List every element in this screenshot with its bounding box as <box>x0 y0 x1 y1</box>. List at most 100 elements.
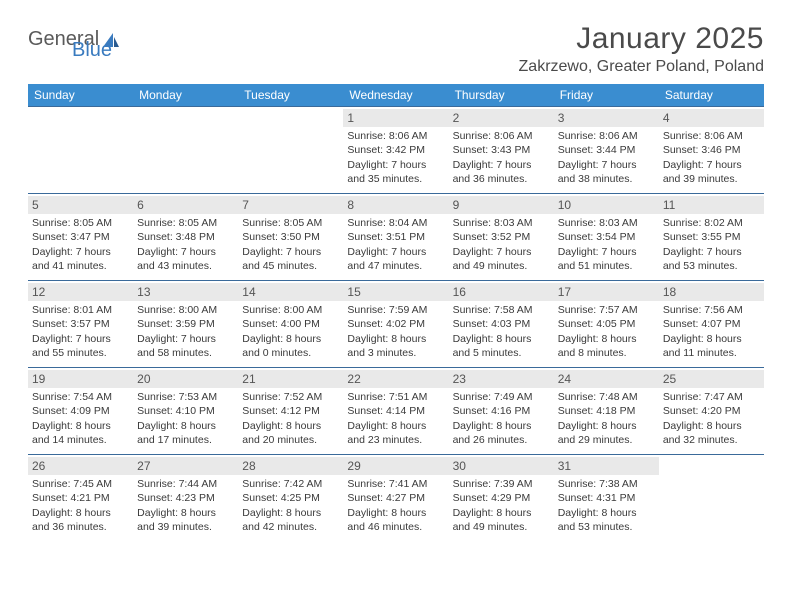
day-day2: and 49 minutes. <box>453 520 550 534</box>
day-sunrise: Sunrise: 8:04 AM <box>347 216 444 230</box>
day-number: 14 <box>238 283 343 301</box>
month-title: January 2025 <box>519 22 764 56</box>
week-row: 12Sunrise: 8:01 AMSunset: 3:57 PMDayligh… <box>28 280 764 367</box>
day-day2: and 43 minutes. <box>137 259 234 273</box>
day-cell: 4Sunrise: 8:06 AMSunset: 3:46 PMDaylight… <box>659 107 764 193</box>
day-sunrise: Sunrise: 7:59 AM <box>347 303 444 317</box>
day-day1: Daylight: 8 hours <box>32 419 129 433</box>
day-sunrise: Sunrise: 7:53 AM <box>137 390 234 404</box>
day-day1: Daylight: 8 hours <box>242 419 339 433</box>
day-sunrise: Sunrise: 7:47 AM <box>663 390 760 404</box>
day-cell: 12Sunrise: 8:01 AMSunset: 3:57 PMDayligh… <box>28 281 133 367</box>
day-day1: Daylight: 7 hours <box>137 332 234 346</box>
day-sunset: Sunset: 4:23 PM <box>137 491 234 505</box>
day-cell: 30Sunrise: 7:39 AMSunset: 4:29 PMDayligh… <box>449 455 554 541</box>
day-day1: Daylight: 8 hours <box>347 506 444 520</box>
day-number: 23 <box>449 370 554 388</box>
day-day1: Daylight: 7 hours <box>558 245 655 259</box>
day-day1: Daylight: 8 hours <box>347 419 444 433</box>
day-number: 5 <box>28 196 133 214</box>
day-cell <box>238 107 343 193</box>
day-day2: and 17 minutes. <box>137 433 234 447</box>
day-cell: 26Sunrise: 7:45 AMSunset: 4:21 PMDayligh… <box>28 455 133 541</box>
day-sunset: Sunset: 3:55 PM <box>663 230 760 244</box>
day-day2: and 53 minutes. <box>663 259 760 273</box>
day-cell: 18Sunrise: 7:56 AMSunset: 4:07 PMDayligh… <box>659 281 764 367</box>
day-day1: Daylight: 7 hours <box>558 158 655 172</box>
day-sunset: Sunset: 4:31 PM <box>558 491 655 505</box>
day-sunset: Sunset: 4:02 PM <box>347 317 444 331</box>
day-day2: and 23 minutes. <box>347 433 444 447</box>
day-sunset: Sunset: 4:09 PM <box>32 404 129 418</box>
day-cell: 17Sunrise: 7:57 AMSunset: 4:05 PMDayligh… <box>554 281 659 367</box>
day-sunset: Sunset: 4:18 PM <box>558 404 655 418</box>
day-cell: 14Sunrise: 8:00 AMSunset: 4:00 PMDayligh… <box>238 281 343 367</box>
day-cell: 21Sunrise: 7:52 AMSunset: 4:12 PMDayligh… <box>238 368 343 454</box>
day-day1: Daylight: 8 hours <box>558 332 655 346</box>
day-sunset: Sunset: 3:43 PM <box>453 143 550 157</box>
day-day1: Daylight: 7 hours <box>453 158 550 172</box>
day-cell <box>133 107 238 193</box>
day-day2: and 3 minutes. <box>347 346 444 360</box>
day-cell: 23Sunrise: 7:49 AMSunset: 4:16 PMDayligh… <box>449 368 554 454</box>
title-block: January 2025 Zakrzewo, Greater Poland, P… <box>519 22 764 76</box>
day-day2: and 55 minutes. <box>32 346 129 360</box>
day-cell: 10Sunrise: 8:03 AMSunset: 3:54 PMDayligh… <box>554 194 659 280</box>
day-day2: and 39 minutes. <box>137 520 234 534</box>
day-number: 31 <box>554 457 659 475</box>
day-day2: and 49 minutes. <box>453 259 550 273</box>
day-cell: 19Sunrise: 7:54 AMSunset: 4:09 PMDayligh… <box>28 368 133 454</box>
day-sunrise: Sunrise: 7:52 AM <box>242 390 339 404</box>
day-day2: and 58 minutes. <box>137 346 234 360</box>
day-sunrise: Sunrise: 8:02 AM <box>663 216 760 230</box>
day-sunrise: Sunrise: 8:03 AM <box>453 216 550 230</box>
day-day2: and 5 minutes. <box>453 346 550 360</box>
day-sunrise: Sunrise: 7:49 AM <box>453 390 550 404</box>
day-number: 6 <box>133 196 238 214</box>
day-day1: Daylight: 7 hours <box>663 158 760 172</box>
day-day1: Daylight: 7 hours <box>453 245 550 259</box>
day-day2: and 39 minutes. <box>663 172 760 186</box>
weeks-container: 1Sunrise: 8:06 AMSunset: 3:42 PMDaylight… <box>28 106 764 541</box>
day-day1: Daylight: 7 hours <box>32 332 129 346</box>
day-sunset: Sunset: 3:51 PM <box>347 230 444 244</box>
day-day2: and 41 minutes. <box>32 259 129 273</box>
week-row: 1Sunrise: 8:06 AMSunset: 3:42 PMDaylight… <box>28 106 764 193</box>
weekday-sat: Saturday <box>659 84 764 106</box>
day-number: 22 <box>343 370 448 388</box>
day-sunrise: Sunrise: 7:57 AM <box>558 303 655 317</box>
day-day1: Daylight: 8 hours <box>242 332 339 346</box>
day-cell: 3Sunrise: 8:06 AMSunset: 3:44 PMDaylight… <box>554 107 659 193</box>
day-number: 15 <box>343 283 448 301</box>
day-cell: 6Sunrise: 8:05 AMSunset: 3:48 PMDaylight… <box>133 194 238 280</box>
day-day2: and 42 minutes. <box>242 520 339 534</box>
day-sunrise: Sunrise: 8:05 AM <box>137 216 234 230</box>
week-row: 5Sunrise: 8:05 AMSunset: 3:47 PMDaylight… <box>28 193 764 280</box>
day-cell: 15 Sunrise: 7:59 AMSunset: 4:02 PMDayligh… <box>343 281 448 367</box>
day-sunset: Sunset: 4:07 PM <box>663 317 760 331</box>
day-sunset: Sunset: 4:25 PM <box>242 491 339 505</box>
day-day1: Daylight: 7 hours <box>32 245 129 259</box>
day-day2: and 14 minutes. <box>32 433 129 447</box>
day-sunset: Sunset: 4:29 PM <box>453 491 550 505</box>
day-day2: and 26 minutes. <box>453 433 550 447</box>
day-day2: and 51 minutes. <box>558 259 655 273</box>
day-day1: Daylight: 8 hours <box>453 506 550 520</box>
day-number: 26 <box>28 457 133 475</box>
day-number: 16 <box>449 283 554 301</box>
day-sunrise: Sunrise: 8:05 AM <box>32 216 129 230</box>
weekday-fri: Friday <box>554 84 659 106</box>
calendar-grid: Sunday Monday Tuesday Wednesday Thursday… <box>28 84 764 541</box>
day-day2: and 32 minutes. <box>663 433 760 447</box>
day-sunrise: Sunrise: 7:56 AM <box>663 303 760 317</box>
day-number: 29 <box>343 457 448 475</box>
day-number: 4 <box>659 109 764 127</box>
day-sunset: Sunset: 4:20 PM <box>663 404 760 418</box>
day-day1: Daylight: 7 hours <box>242 245 339 259</box>
day-number: 19 <box>28 370 133 388</box>
day-number: 10 <box>554 196 659 214</box>
day-sunset: Sunset: 4:05 PM <box>558 317 655 331</box>
day-day1: Daylight: 8 hours <box>347 332 444 346</box>
day-sunset: Sunset: 4:00 PM <box>242 317 339 331</box>
day-cell: 22Sunrise: 7:51 AMSunset: 4:14 PMDayligh… <box>343 368 448 454</box>
